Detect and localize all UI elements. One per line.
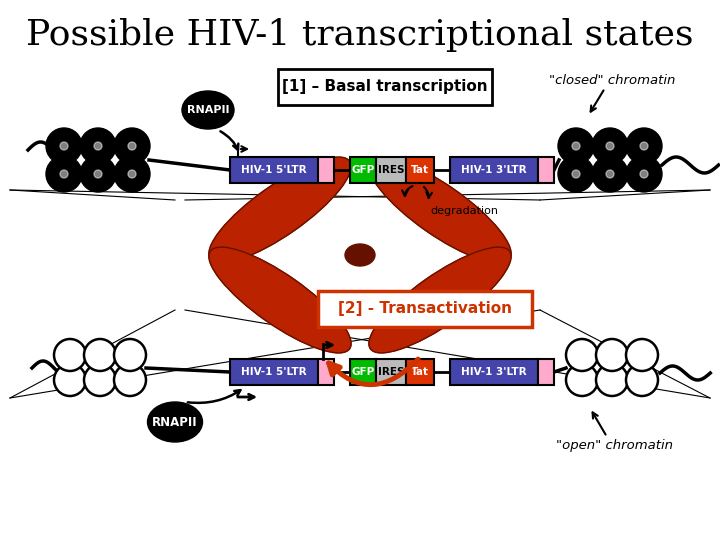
Circle shape <box>60 170 68 178</box>
Bar <box>450 359 538 385</box>
Text: [1] – Basal transcription: [1] – Basal transcription <box>282 79 488 94</box>
Text: Tat: Tat <box>411 367 429 377</box>
Circle shape <box>94 142 102 150</box>
Circle shape <box>80 128 116 164</box>
Ellipse shape <box>369 157 511 263</box>
Circle shape <box>640 170 648 178</box>
Circle shape <box>46 156 82 192</box>
Text: [2] - Transactivation: [2] - Transactivation <box>338 301 512 316</box>
Ellipse shape <box>345 244 375 266</box>
Ellipse shape <box>148 402 202 442</box>
FancyBboxPatch shape <box>318 291 532 327</box>
Circle shape <box>114 339 146 371</box>
Circle shape <box>640 142 648 150</box>
Circle shape <box>60 142 68 150</box>
Ellipse shape <box>209 157 351 263</box>
Circle shape <box>558 128 594 164</box>
Text: RNAPII: RNAPII <box>152 415 198 429</box>
Ellipse shape <box>182 91 234 129</box>
Bar <box>350 157 376 183</box>
Circle shape <box>626 364 658 396</box>
Circle shape <box>572 142 580 150</box>
Bar <box>350 359 376 385</box>
Circle shape <box>572 170 580 178</box>
Text: GFP: GFP <box>351 367 374 377</box>
Circle shape <box>606 142 614 150</box>
Circle shape <box>558 156 594 192</box>
Circle shape <box>54 364 86 396</box>
Circle shape <box>114 364 146 396</box>
Circle shape <box>54 339 86 371</box>
Bar <box>230 359 318 385</box>
FancyBboxPatch shape <box>278 69 492 105</box>
Bar <box>538 359 554 385</box>
Bar <box>538 157 554 183</box>
Circle shape <box>128 170 136 178</box>
Text: IRES: IRES <box>378 165 404 175</box>
Text: Tat: Tat <box>411 165 429 175</box>
Circle shape <box>626 339 658 371</box>
Circle shape <box>114 128 150 164</box>
Circle shape <box>592 156 628 192</box>
Bar <box>406 359 434 385</box>
Bar <box>230 157 318 183</box>
Bar <box>376 157 406 183</box>
Circle shape <box>84 339 116 371</box>
Circle shape <box>128 142 136 150</box>
Text: "closed" chromatin: "closed" chromatin <box>549 73 675 86</box>
Circle shape <box>566 364 598 396</box>
Circle shape <box>46 128 82 164</box>
Circle shape <box>114 156 150 192</box>
Bar <box>376 359 406 385</box>
Text: "open" chromatin: "open" chromatin <box>557 438 673 451</box>
Bar <box>406 157 434 183</box>
Text: HIV-1 3'LTR: HIV-1 3'LTR <box>462 165 527 175</box>
Text: Possible HIV-1 transcriptional states: Possible HIV-1 transcriptional states <box>26 18 694 52</box>
Circle shape <box>596 364 628 396</box>
Circle shape <box>596 339 628 371</box>
Bar <box>318 157 334 183</box>
Circle shape <box>592 128 628 164</box>
Circle shape <box>94 170 102 178</box>
Circle shape <box>84 364 116 396</box>
Circle shape <box>626 128 662 164</box>
Circle shape <box>566 339 598 371</box>
Text: HIV-1 5'LTR: HIV-1 5'LTR <box>241 367 307 377</box>
Bar <box>450 157 538 183</box>
Text: GFP: GFP <box>351 165 374 175</box>
Text: HIV-1 3'LTR: HIV-1 3'LTR <box>462 367 527 377</box>
Circle shape <box>80 156 116 192</box>
Text: RNAPII: RNAPII <box>186 105 229 115</box>
Text: IRES: IRES <box>378 367 404 377</box>
Bar <box>318 359 334 385</box>
Ellipse shape <box>209 247 351 353</box>
Circle shape <box>606 170 614 178</box>
Circle shape <box>626 156 662 192</box>
Text: HIV-1 5'LTR: HIV-1 5'LTR <box>241 165 307 175</box>
Text: degradation: degradation <box>430 206 498 216</box>
Ellipse shape <box>369 247 511 353</box>
